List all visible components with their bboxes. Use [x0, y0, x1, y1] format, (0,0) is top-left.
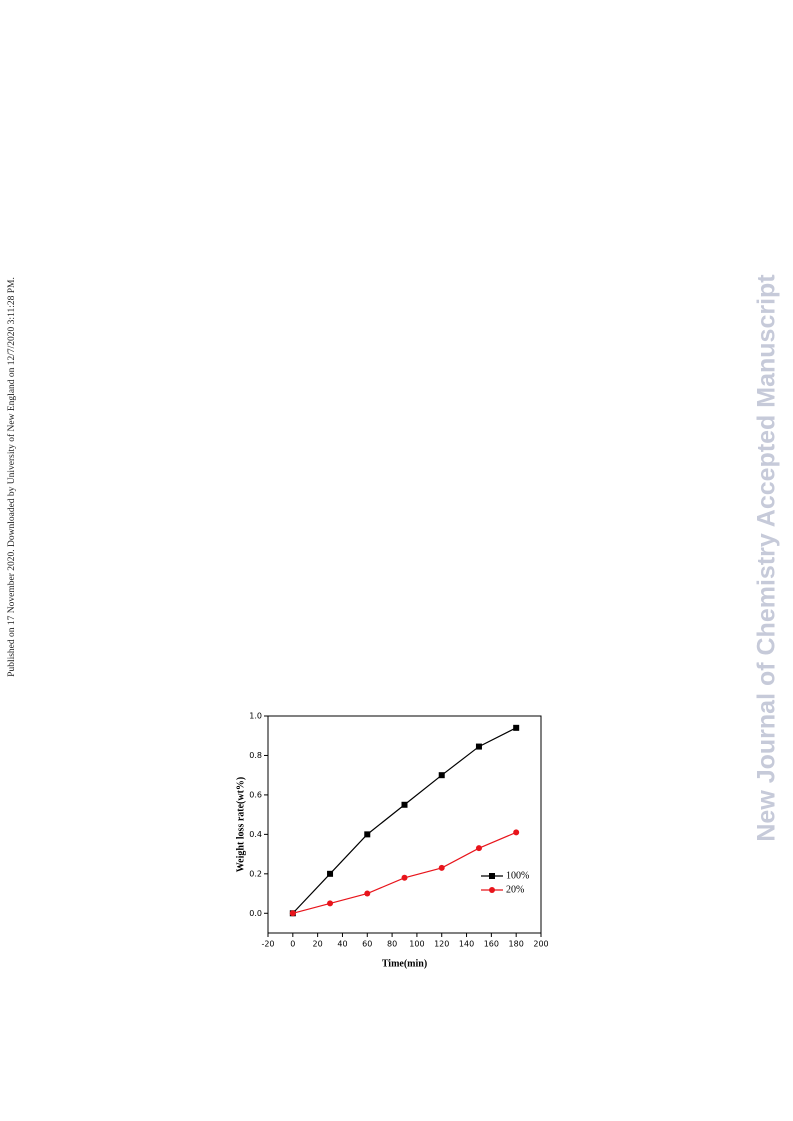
x-tick-label: 140 [459, 940, 474, 949]
y-tick-label: 0.6 [249, 790, 262, 799]
sidebar-note: Published on 17 November 2020. Downloade… [6, 277, 17, 677]
y-tick-label: 0.2 [249, 869, 262, 878]
data-point [327, 870, 334, 877]
legend-marker [489, 887, 495, 893]
x-tick-label: 100 [409, 940, 424, 949]
x-axis-title: Time(min) [382, 958, 427, 969]
x-tick-label: 160 [484, 940, 499, 949]
data-point [513, 829, 520, 836]
data-point [475, 845, 482, 852]
series-line [292, 727, 517, 914]
legend-label: 20% [506, 884, 524, 895]
x-tick-label: 120 [434, 940, 449, 949]
data-point [364, 890, 371, 897]
data-point [401, 801, 408, 808]
data-point [438, 772, 445, 779]
x-tick-label: 80 [387, 940, 397, 949]
x-tick-label: 200 [533, 940, 548, 949]
legend-label: 100% [506, 870, 529, 881]
x-tick-label: 20 [313, 940, 323, 949]
data-point [475, 743, 482, 750]
data-point [364, 831, 371, 838]
data-point [438, 864, 445, 871]
x-tick-label: 60 [362, 940, 372, 949]
x-tick-label: 180 [509, 940, 524, 949]
x-tick-label: 0 [290, 940, 295, 949]
legend-marker [489, 873, 495, 879]
data-point [289, 910, 296, 917]
x-tick-label: 40 [337, 940, 347, 949]
data-point [327, 900, 334, 907]
series-line [292, 831, 517, 914]
y-tick-label: 0.4 [249, 830, 262, 839]
data-point [401, 874, 408, 881]
y-tick-label: 1.0 [249, 712, 262, 721]
watermark: New Journal of Chemistry Accepted Manusc… [753, 274, 781, 842]
plot-frame [267, 715, 542, 934]
data-point [513, 724, 520, 731]
y-tick-label: 0.0 [249, 909, 262, 918]
y-tick-label: 0.8 [249, 751, 262, 760]
y-axis-title: Weight loss rate(wt%) [235, 777, 246, 873]
x-tick-label: -20 [261, 940, 274, 949]
